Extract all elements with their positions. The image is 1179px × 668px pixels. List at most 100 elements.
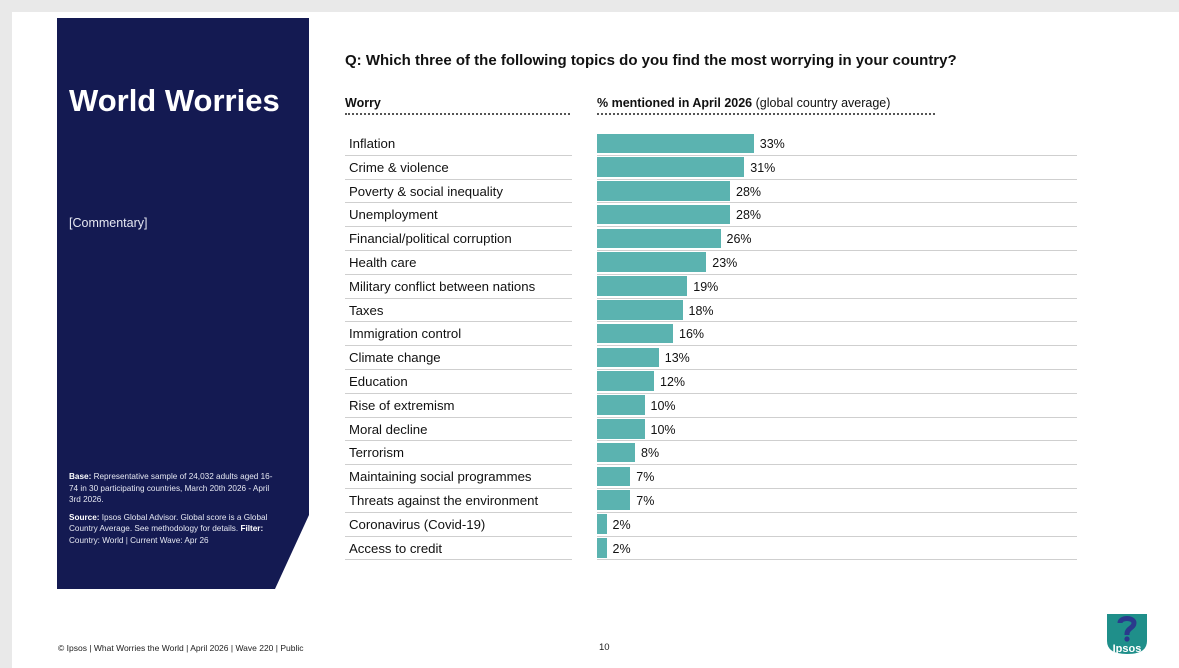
- bar: [597, 442, 635, 463]
- bar: [597, 228, 721, 249]
- worry-label: Rise of extremism: [345, 394, 572, 418]
- bar: [597, 276, 688, 296]
- page-number: 10: [599, 642, 610, 653]
- source-text: Ipsos Global Advisor. Global score is a …: [69, 512, 268, 534]
- worry-label: Immigration control: [345, 322, 572, 347]
- table-row: Immigration control 16%: [345, 322, 1077, 347]
- bar: [597, 371, 654, 391]
- row-divider: [597, 321, 1077, 323]
- table-row: Education 12%: [345, 370, 1077, 394]
- row-divider: [597, 249, 1077, 251]
- table-row: Threats against the environment 7%: [345, 489, 1077, 513]
- row-divider: [597, 178, 1077, 180]
- bar: [597, 300, 683, 320]
- base-note: Base: Representative sample of 24,032 ad…: [69, 471, 275, 506]
- table-row: Military conflict between nations 19%: [345, 275, 1077, 299]
- footer-text: © Ipsos | What Worries the World | April…: [58, 643, 304, 653]
- bar-value-label: 16%: [679, 327, 705, 342]
- worry-label: Maintaining social programmes: [345, 465, 572, 489]
- bar: [597, 252, 707, 272]
- bar-value-label: 8%: [641, 446, 660, 461]
- table-row: Rise of extremism 10%: [345, 394, 1077, 418]
- bar: [597, 133, 754, 153]
- row-divider: [597, 297, 1077, 299]
- worry-label: Inflation: [345, 132, 572, 156]
- bar-value-label: 2%: [612, 517, 631, 532]
- row-divider: [597, 464, 1077, 466]
- bar-value-label: 28%: [736, 208, 762, 223]
- percent-column-header: % mentioned in April 2026 (global countr…: [597, 96, 935, 115]
- bar-value-label: 31%: [750, 160, 776, 175]
- table-row: Poverty & social inequality 28%: [345, 180, 1077, 204]
- filter-label: Filter:: [240, 524, 264, 533]
- percent-header-rest: (global country average): [752, 96, 891, 110]
- table-row: Unemployment 28%: [345, 203, 1077, 228]
- row-divider: [597, 487, 1077, 489]
- bar-value-label: 33%: [759, 137, 785, 151]
- worry-label: Threats against the environment: [345, 489, 572, 513]
- row-divider: [597, 202, 1077, 204]
- row-divider: [597, 345, 1077, 347]
- bar-value-label: 28%: [736, 184, 762, 199]
- commentary-placeholder: [Commentary]: [69, 216, 148, 230]
- bar: [597, 490, 631, 510]
- table-row: Inflation 33%: [345, 132, 1077, 156]
- bar-value-label: 7%: [636, 493, 655, 508]
- worry-label: Military conflict between nations: [345, 275, 572, 299]
- sidebar-panel: World Worries [Commentary] Base: Represe…: [57, 18, 309, 589]
- bar-value-label: 18%: [688, 303, 714, 318]
- worry-label: Taxes: [345, 299, 572, 323]
- worry-label: Coronavirus (Covid-19): [345, 513, 572, 537]
- bar-value-label: 19%: [693, 279, 719, 294]
- base-text: Representative sample of 24,032 adults a…: [69, 472, 273, 504]
- bar-value-label: 7%: [636, 470, 655, 485]
- worry-label: Terrorism: [345, 441, 572, 466]
- table-row: Crime & violence 31%: [345, 156, 1077, 180]
- row-divider: [597, 154, 1077, 156]
- bar: [597, 395, 645, 415]
- bar: [597, 181, 730, 201]
- ipsos-logo: Ipsos: [1104, 611, 1150, 657]
- table-row: Financial/political corruption 26%: [345, 227, 1077, 251]
- bar-value-label: 13%: [664, 351, 690, 366]
- bar: [597, 323, 673, 344]
- row-divider: [597, 368, 1077, 370]
- bar: [597, 466, 631, 487]
- worry-label: Education: [345, 370, 572, 394]
- table-row: Moral decline 10%: [345, 418, 1077, 442]
- bar: [597, 419, 645, 439]
- bar: [597, 514, 607, 534]
- worry-label: Access to credit: [345, 537, 572, 561]
- bar-chart: Inflation 33% Crime & violence 31% Poverty &…: [345, 132, 1077, 561]
- bar-value-label: 2%: [612, 541, 631, 556]
- worry-label: Financial/political corruption: [345, 227, 572, 251]
- row-divider: [597, 273, 1077, 275]
- table-row: Climate change 13%: [345, 346, 1077, 370]
- worry-label: Poverty & social inequality: [345, 180, 572, 204]
- bar: [597, 538, 607, 558]
- row-divider: [597, 535, 1077, 537]
- worry-label: Climate change: [345, 346, 572, 370]
- table-row: Access to credit 2%: [345, 537, 1077, 561]
- question-title: Q: Which three of the following topics d…: [345, 52, 957, 69]
- bar-value-label: 23%: [712, 255, 738, 270]
- bar-value-label: 10%: [650, 422, 676, 437]
- row-divider: [597, 511, 1077, 513]
- bar: [597, 157, 745, 177]
- row-divider: [597, 559, 1077, 561]
- worry-label: Moral decline: [345, 418, 572, 442]
- bar-value-label: 12%: [660, 374, 686, 389]
- source-note: Source: Ipsos Global Advisor. Global sco…: [69, 512, 275, 547]
- bar: [597, 204, 730, 225]
- row-divider: [597, 226, 1077, 228]
- base-label: Base:: [69, 472, 92, 481]
- table-row: Health care 23%: [345, 251, 1077, 275]
- table-row: Maintaining social programmes 7%: [345, 465, 1077, 489]
- table-row: Coronavirus (Covid-19) 2%: [345, 513, 1077, 537]
- logo-text: Ipsos: [1113, 643, 1142, 655]
- sidebar-notes: Base: Representative sample of 24,032 ad…: [69, 471, 275, 552]
- worry-label: Crime & violence: [345, 156, 572, 180]
- worry-label: Unemployment: [345, 203, 572, 228]
- table-row: Taxes 18%: [345, 299, 1077, 323]
- row-divider: [597, 440, 1077, 442]
